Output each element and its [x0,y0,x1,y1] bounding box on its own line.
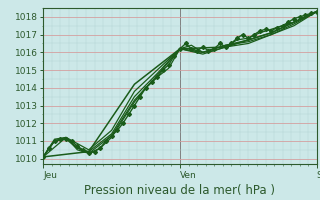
X-axis label: Pression niveau de la mer( hPa ): Pression niveau de la mer( hPa ) [84,184,276,197]
